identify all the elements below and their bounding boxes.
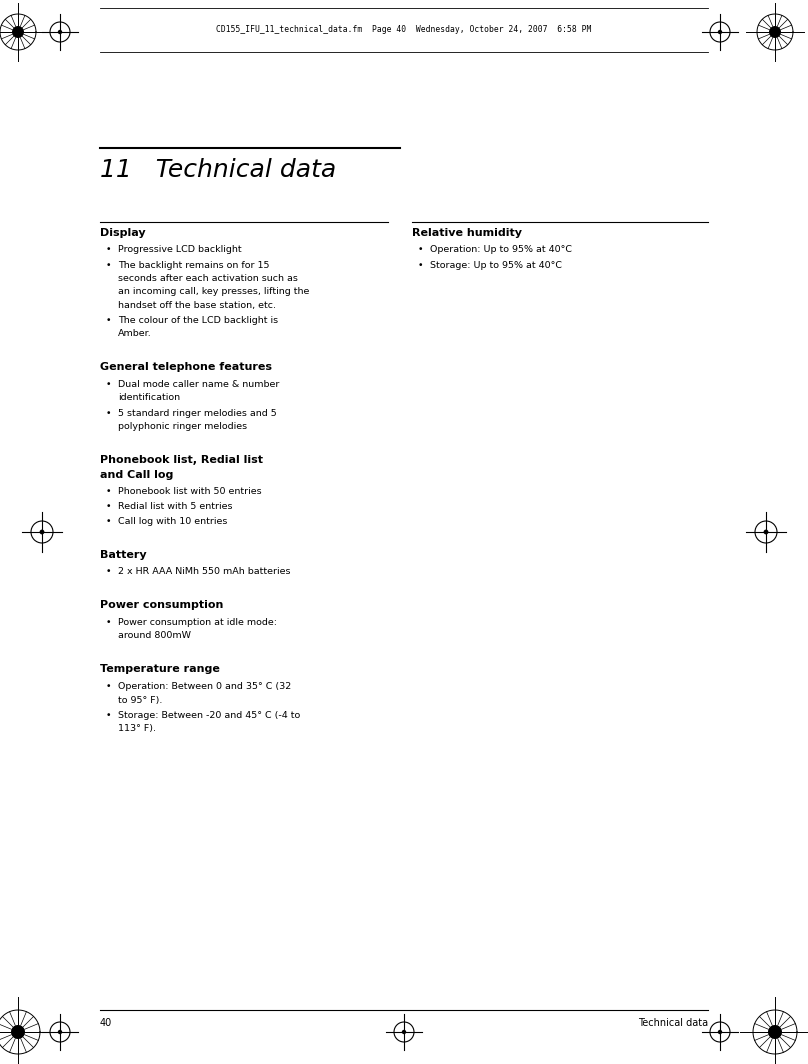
Text: seconds after each activation such as: seconds after each activation such as xyxy=(118,275,298,283)
Text: an incoming call, key presses, lifting the: an incoming call, key presses, lifting t… xyxy=(118,287,309,297)
Text: handset off the base station, etc.: handset off the base station, etc. xyxy=(118,301,276,310)
Text: 11   Technical data: 11 Technical data xyxy=(100,157,336,182)
Circle shape xyxy=(764,530,768,534)
Text: Dual mode caller name & number: Dual mode caller name & number xyxy=(118,380,280,389)
Text: Operation: Up to 95% at 40°C: Operation: Up to 95% at 40°C xyxy=(430,246,572,254)
Text: •: • xyxy=(418,246,423,254)
Text: Power consumption: Power consumption xyxy=(100,600,223,611)
Text: 40: 40 xyxy=(100,1018,112,1028)
Circle shape xyxy=(58,1030,62,1034)
Text: General telephone features: General telephone features xyxy=(100,363,272,372)
Text: •: • xyxy=(106,261,112,269)
Text: Progressive LCD backlight: Progressive LCD backlight xyxy=(118,246,242,254)
Circle shape xyxy=(718,30,722,34)
Text: and Call log: and Call log xyxy=(100,469,174,480)
Text: Battery: Battery xyxy=(100,550,146,560)
Text: Display: Display xyxy=(100,228,145,238)
Text: 2 x HR AAA NiMh 550 mAh batteries: 2 x HR AAA NiMh 550 mAh batteries xyxy=(118,567,291,577)
Text: Amber.: Amber. xyxy=(118,330,152,338)
Text: Storage: Between -20 and 45° C (-4 to: Storage: Between -20 and 45° C (-4 to xyxy=(118,711,301,719)
Text: •: • xyxy=(106,380,112,389)
Text: Call log with 10 entries: Call log with 10 entries xyxy=(118,517,227,526)
Text: Technical data: Technical data xyxy=(638,1018,708,1028)
Text: Redial list with 5 entries: Redial list with 5 entries xyxy=(118,502,233,511)
Text: Operation: Between 0 and 35° C (32: Operation: Between 0 and 35° C (32 xyxy=(118,682,291,691)
Text: Temperature range: Temperature range xyxy=(100,665,220,675)
Text: Phonebook list with 50 entries: Phonebook list with 50 entries xyxy=(118,487,262,496)
Text: •: • xyxy=(418,261,423,269)
Circle shape xyxy=(11,1025,25,1040)
Text: •: • xyxy=(106,409,112,417)
Text: •: • xyxy=(106,682,112,691)
Text: The backlight remains on for 15: The backlight remains on for 15 xyxy=(118,261,270,269)
Text: The colour of the LCD backlight is: The colour of the LCD backlight is xyxy=(118,316,278,325)
Circle shape xyxy=(768,1025,782,1040)
Text: •: • xyxy=(106,502,112,511)
Text: 5 standard ringer melodies and 5: 5 standard ringer melodies and 5 xyxy=(118,409,277,417)
Text: polyphonic ringer melodies: polyphonic ringer melodies xyxy=(118,422,247,431)
Text: Power consumption at idle mode:: Power consumption at idle mode: xyxy=(118,618,277,627)
Text: identification: identification xyxy=(118,394,180,402)
Text: •: • xyxy=(106,567,112,577)
Text: 113° F).: 113° F). xyxy=(118,724,156,733)
Text: to 95° F).: to 95° F). xyxy=(118,696,162,704)
Text: •: • xyxy=(106,316,112,325)
Circle shape xyxy=(58,30,62,34)
Text: Storage: Up to 95% at 40°C: Storage: Up to 95% at 40°C xyxy=(430,261,562,269)
Circle shape xyxy=(718,1030,722,1034)
Circle shape xyxy=(769,26,781,38)
Text: Relative humidity: Relative humidity xyxy=(412,228,522,238)
Text: •: • xyxy=(106,246,112,254)
Text: •: • xyxy=(106,711,112,719)
Text: •: • xyxy=(106,487,112,496)
Circle shape xyxy=(402,1030,406,1034)
Text: •: • xyxy=(106,618,112,627)
Text: around 800mW: around 800mW xyxy=(118,632,191,641)
Circle shape xyxy=(12,26,24,38)
Circle shape xyxy=(40,530,44,534)
Text: CD155_IFU_11_technical_data.fm  Page 40  Wednesday, October 24, 2007  6:58 PM: CD155_IFU_11_technical_data.fm Page 40 W… xyxy=(217,26,591,34)
Text: •: • xyxy=(106,517,112,526)
Text: Phonebook list, Redial list: Phonebook list, Redial list xyxy=(100,455,263,465)
